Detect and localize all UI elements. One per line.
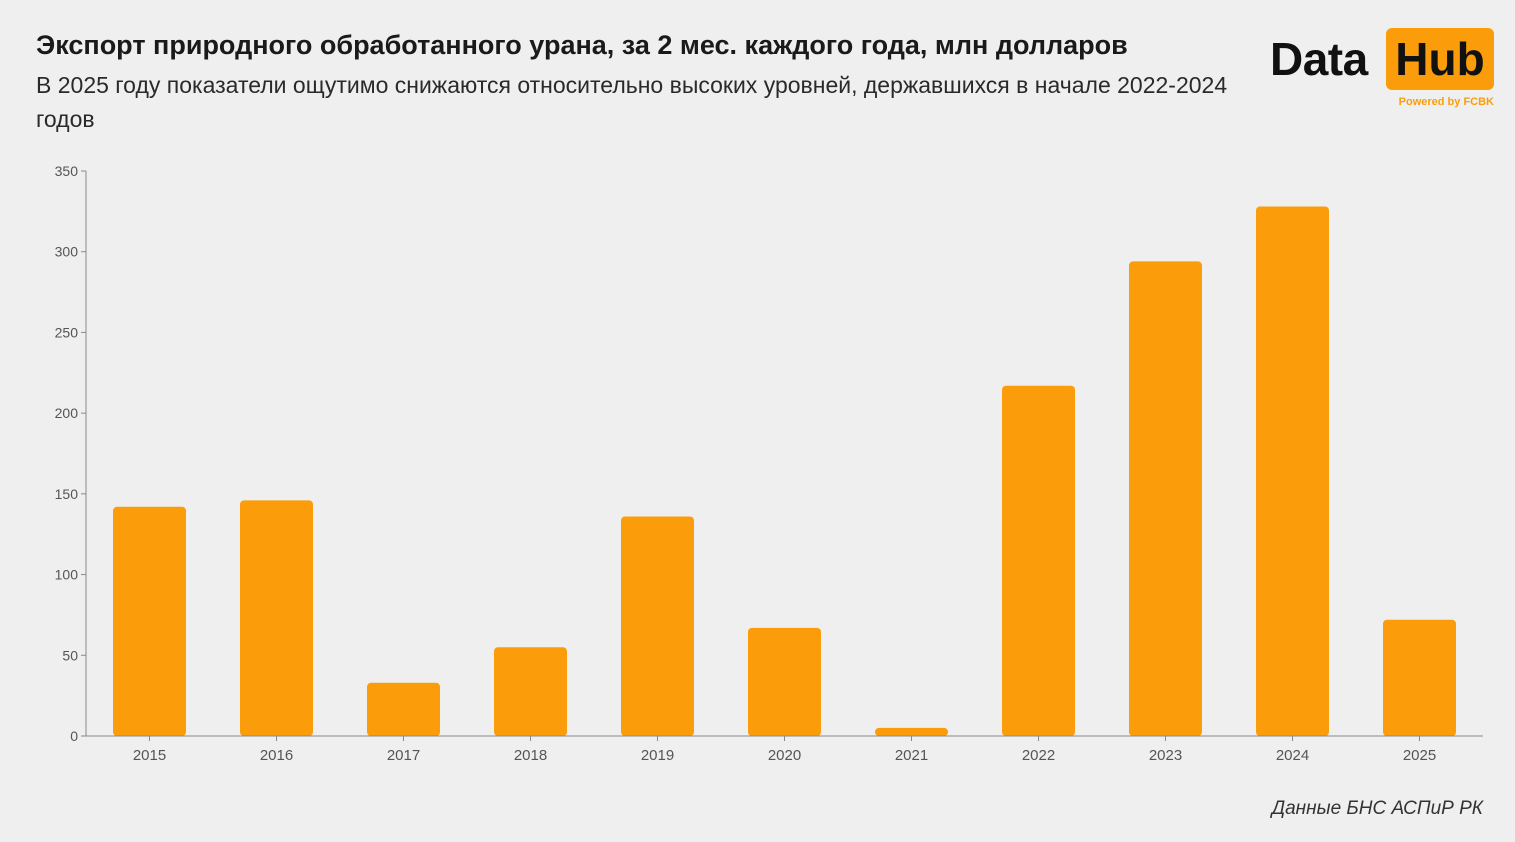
y-tick-label: 250	[55, 324, 79, 340]
y-tick-label: 150	[55, 486, 79, 502]
bar-2021	[875, 727, 948, 736]
x-tick-label-2022: 2022	[1022, 747, 1055, 764]
x-tick-label-2020: 2020	[768, 747, 801, 764]
y-tick-label: 300	[55, 244, 79, 260]
x-tick-label-2017: 2017	[387, 747, 420, 764]
x-tick-label-2016: 2016	[260, 747, 293, 764]
logo-tagline: Powered by FCBK	[1398, 96, 1494, 108]
bar-2017	[367, 682, 440, 736]
x-tick-label-2018: 2018	[514, 747, 547, 764]
bar-2025	[1383, 619, 1456, 736]
y-tick-label: 50	[62, 647, 78, 663]
logo-word-hub: Hub	[1386, 28, 1494, 90]
y-tick-label: 100	[55, 567, 79, 583]
bar-2023	[1129, 261, 1202, 736]
x-tick-label-2019: 2019	[641, 747, 674, 764]
bar-2018	[494, 647, 567, 736]
x-tick-label-2015: 2015	[133, 747, 166, 764]
bar-2020	[748, 627, 821, 736]
bar-2024	[1256, 206, 1329, 736]
y-tick-label: 200	[55, 405, 79, 421]
x-tick-label-2024: 2024	[1276, 747, 1309, 764]
data-source: Данные БНС АСПиР РК	[1271, 798, 1483, 819]
bar-2019	[621, 516, 694, 736]
y-tick-label: 350	[55, 163, 79, 179]
bar-2016	[240, 500, 313, 736]
chart-title: Экспорт природного обработанного урана, …	[36, 30, 1128, 60]
datahub-logo: Data Hub Powered by FCBK	[1270, 28, 1496, 112]
x-tick-label-2025: 2025	[1403, 747, 1436, 764]
chart-subtitle: В 2025 году показатели ощутимо снижаются…	[36, 72, 1228, 132]
bar-2022	[1002, 385, 1075, 736]
bar-2015	[113, 506, 186, 736]
x-tick-label-2023: 2023	[1149, 747, 1182, 764]
y-tick-label: 0	[70, 728, 78, 744]
logo-word-data: Data	[1270, 33, 1368, 85]
x-tick-label-2021: 2021	[895, 747, 928, 764]
